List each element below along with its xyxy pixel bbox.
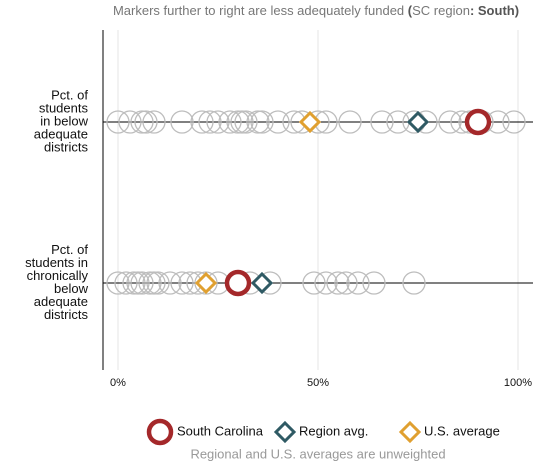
district-point bbox=[326, 271, 350, 295]
marker-diamond bbox=[194, 271, 218, 295]
district-point bbox=[346, 271, 370, 295]
row-label: districts bbox=[44, 139, 89, 154]
title-part: ( bbox=[408, 3, 413, 18]
district-point bbox=[334, 271, 358, 295]
district-point bbox=[230, 110, 254, 134]
district-point bbox=[142, 271, 166, 295]
district-point bbox=[266, 110, 290, 134]
district-point bbox=[370, 110, 394, 134]
title-part: : bbox=[470, 3, 478, 18]
marker-diamond bbox=[250, 271, 274, 295]
district-point bbox=[106, 271, 130, 295]
row-label: Pct. of bbox=[51, 242, 88, 257]
district-point bbox=[126, 271, 150, 295]
title-part: South) bbox=[478, 3, 519, 18]
legend-marker bbox=[398, 420, 422, 444]
district-point bbox=[190, 110, 214, 134]
district-point bbox=[206, 110, 230, 134]
x-tick-label: 0% bbox=[110, 377, 126, 389]
legend-marker bbox=[146, 418, 174, 446]
district-point bbox=[250, 110, 274, 134]
district-point bbox=[130, 271, 154, 295]
row-label: Pct. of bbox=[51, 87, 88, 102]
legend-label: U.S. average bbox=[424, 423, 500, 438]
title-part: Markers further to right are less adequa… bbox=[113, 3, 408, 18]
district-point bbox=[246, 110, 270, 134]
district-point bbox=[114, 271, 138, 295]
district-point bbox=[146, 271, 170, 295]
district-point bbox=[362, 271, 386, 295]
row-label: students in bbox=[25, 255, 88, 270]
district-point bbox=[502, 110, 526, 134]
district-point bbox=[226, 110, 250, 134]
district-point bbox=[138, 271, 162, 295]
district-point bbox=[122, 271, 146, 295]
row-label: adequate bbox=[34, 294, 88, 309]
district-point bbox=[170, 271, 194, 295]
district-point bbox=[106, 110, 130, 134]
row-label: below bbox=[54, 281, 89, 296]
district-point bbox=[130, 110, 154, 134]
marker-circle bbox=[464, 108, 492, 136]
legend-label: Region avg. bbox=[299, 423, 368, 438]
district-point bbox=[234, 110, 258, 134]
district-point bbox=[134, 110, 158, 134]
note: Regional and U.S. averages are unweighte… bbox=[190, 446, 445, 461]
district-point bbox=[198, 110, 222, 134]
marker-diamond bbox=[406, 110, 430, 134]
district-point bbox=[314, 271, 338, 295]
district-point bbox=[170, 110, 194, 134]
district-point bbox=[338, 110, 362, 134]
row-label: adequate bbox=[34, 126, 88, 141]
legend-label: South Carolina bbox=[177, 423, 264, 438]
row-label: chronically bbox=[27, 268, 89, 283]
district-point bbox=[218, 110, 242, 134]
row-label: students bbox=[39, 100, 89, 115]
marker-diamond bbox=[298, 110, 322, 134]
district-point bbox=[118, 110, 142, 134]
district-point bbox=[302, 271, 326, 295]
chart-title: Markers further to right are less adequa… bbox=[113, 3, 519, 18]
x-tick-label: 100% bbox=[504, 377, 532, 389]
district-point bbox=[142, 110, 166, 134]
title-part: SC region bbox=[412, 3, 470, 18]
legend-marker bbox=[273, 420, 297, 444]
district-point bbox=[438, 110, 462, 134]
district-point bbox=[158, 271, 182, 295]
marker-circle bbox=[224, 269, 252, 297]
row-label: in below bbox=[40, 113, 88, 128]
x-tick-label: 50% bbox=[307, 377, 329, 389]
district-point bbox=[402, 271, 426, 295]
row-label: districts bbox=[44, 307, 89, 322]
